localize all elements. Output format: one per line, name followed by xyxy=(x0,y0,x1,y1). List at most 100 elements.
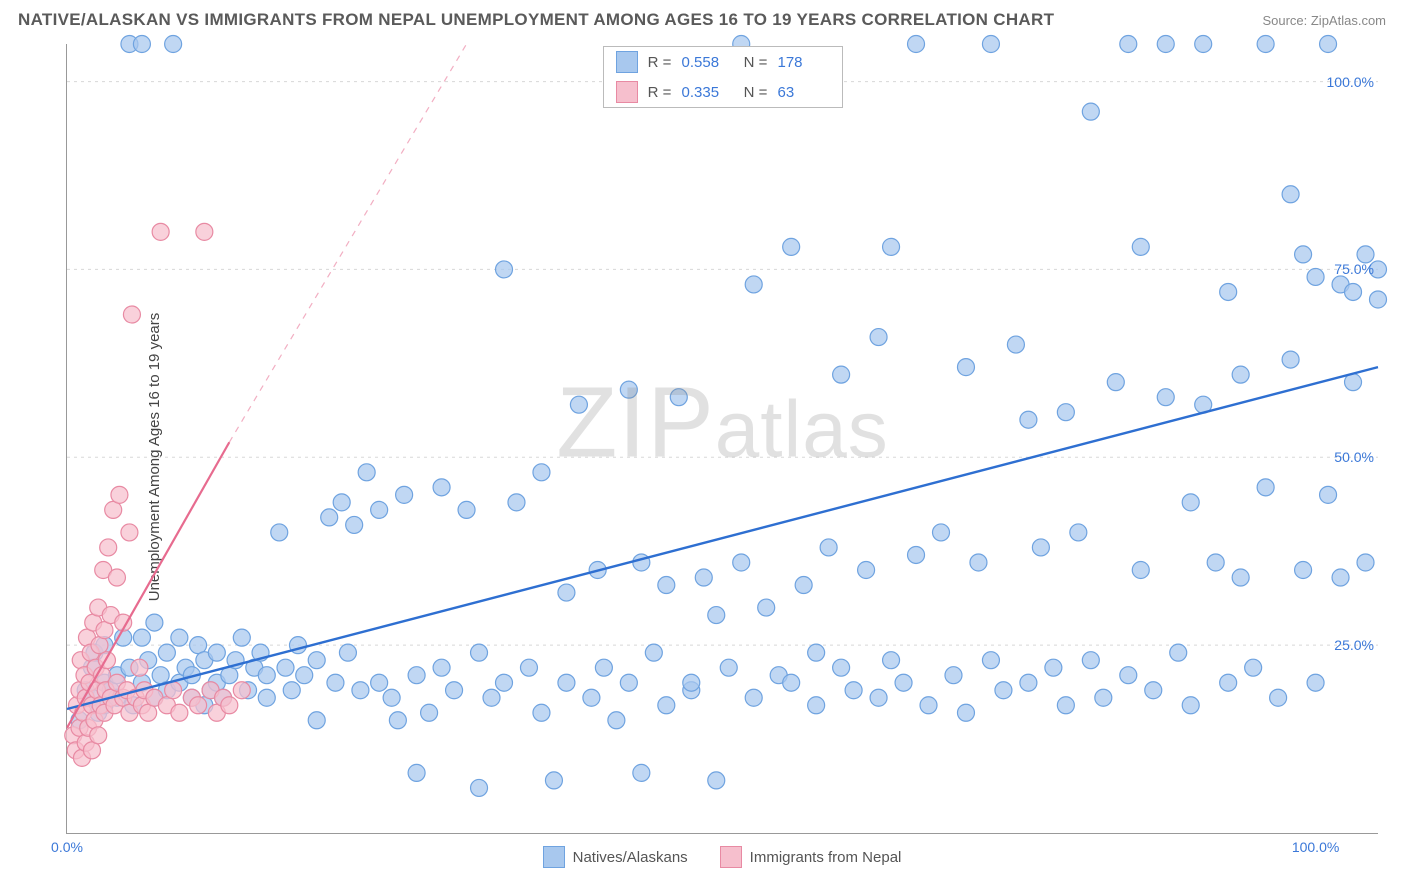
data-point xyxy=(683,674,700,691)
data-point xyxy=(296,667,313,684)
data-point xyxy=(133,36,150,53)
data-point xyxy=(1020,411,1037,428)
data-point xyxy=(1295,246,1312,263)
legend-item: Immigrants from Nepal xyxy=(720,846,902,868)
data-point xyxy=(283,682,300,699)
legend-swatch xyxy=(543,846,565,868)
data-point xyxy=(1220,674,1237,691)
data-point xyxy=(808,644,825,661)
data-point xyxy=(321,509,338,526)
data-point xyxy=(608,712,625,729)
data-point xyxy=(1132,562,1149,579)
data-point xyxy=(1282,186,1299,203)
data-point xyxy=(233,682,250,699)
data-point xyxy=(695,569,712,586)
data-point xyxy=(1107,374,1124,391)
data-point xyxy=(883,652,900,669)
data-point xyxy=(883,238,900,255)
data-point xyxy=(383,689,400,706)
y-tick-label: 75.0% xyxy=(1334,261,1374,277)
data-point xyxy=(833,659,850,676)
data-point xyxy=(708,772,725,789)
data-point xyxy=(333,494,350,511)
data-point xyxy=(1120,36,1137,53)
data-point xyxy=(845,682,862,699)
data-point xyxy=(1257,36,1274,53)
data-point xyxy=(1070,524,1087,541)
legend-swatch xyxy=(720,846,742,868)
legend-n-value: 63 xyxy=(778,84,830,101)
data-point xyxy=(758,599,775,616)
data-point xyxy=(1220,283,1237,300)
data-point xyxy=(645,644,662,661)
data-point xyxy=(858,562,875,579)
data-point xyxy=(196,223,213,240)
data-point xyxy=(123,306,140,323)
data-point xyxy=(733,554,750,571)
data-point xyxy=(408,764,425,781)
data-point xyxy=(171,629,188,646)
data-point xyxy=(908,36,925,53)
data-point xyxy=(165,36,182,53)
data-point xyxy=(90,727,107,744)
data-point xyxy=(1270,689,1287,706)
data-point xyxy=(165,682,182,699)
legend-label: Natives/Alaskans xyxy=(573,849,688,866)
data-point xyxy=(421,704,438,721)
data-point xyxy=(1282,351,1299,368)
data-point xyxy=(658,697,675,714)
data-point xyxy=(745,276,762,293)
source-label: Source: ZipAtlas.com xyxy=(1262,13,1386,28)
data-point xyxy=(190,697,207,714)
data-point xyxy=(133,629,150,646)
data-point xyxy=(1057,697,1074,714)
data-point xyxy=(808,697,825,714)
data-point xyxy=(396,486,413,503)
data-point xyxy=(433,659,450,676)
data-point xyxy=(258,667,275,684)
data-point xyxy=(483,689,500,706)
data-point xyxy=(108,569,125,586)
data-point xyxy=(1295,562,1312,579)
data-point xyxy=(795,577,812,594)
data-point xyxy=(221,697,238,714)
data-point xyxy=(496,261,513,278)
data-point xyxy=(1120,667,1137,684)
data-point xyxy=(1207,554,1224,571)
data-point xyxy=(327,674,344,691)
data-point xyxy=(870,689,887,706)
data-point xyxy=(1045,659,1062,676)
data-point xyxy=(1157,36,1174,53)
data-point xyxy=(982,36,999,53)
data-point xyxy=(471,644,488,661)
data-point xyxy=(258,689,275,706)
data-point xyxy=(1020,674,1037,691)
y-axis-tick-labels: 25.0%50.0%75.0%100.0% xyxy=(1320,44,1380,833)
data-point xyxy=(520,659,537,676)
data-point xyxy=(1132,238,1149,255)
data-point xyxy=(895,674,912,691)
data-point xyxy=(308,652,325,669)
data-point xyxy=(1245,659,1262,676)
plot-svg xyxy=(67,44,1378,833)
data-point xyxy=(208,644,225,661)
chart-title: NATIVE/ALASKAN VS IMMIGRANTS FROM NEPAL … xyxy=(18,10,1054,30)
data-point xyxy=(1032,539,1049,556)
data-point xyxy=(570,396,587,413)
data-point xyxy=(277,659,294,676)
data-point xyxy=(558,674,575,691)
legend-correlation: R =0.558N =178R =0.335N =63 xyxy=(603,46,843,108)
data-point xyxy=(408,667,425,684)
data-point xyxy=(1170,644,1187,661)
data-point xyxy=(620,381,637,398)
data-point xyxy=(152,223,169,240)
data-point xyxy=(583,689,600,706)
data-point xyxy=(533,704,550,721)
data-point xyxy=(471,779,488,796)
legend-n-value: 178 xyxy=(778,54,830,71)
data-point xyxy=(658,577,675,594)
data-point xyxy=(595,659,612,676)
data-point xyxy=(533,464,550,481)
data-point xyxy=(171,704,188,721)
data-point xyxy=(146,614,163,631)
